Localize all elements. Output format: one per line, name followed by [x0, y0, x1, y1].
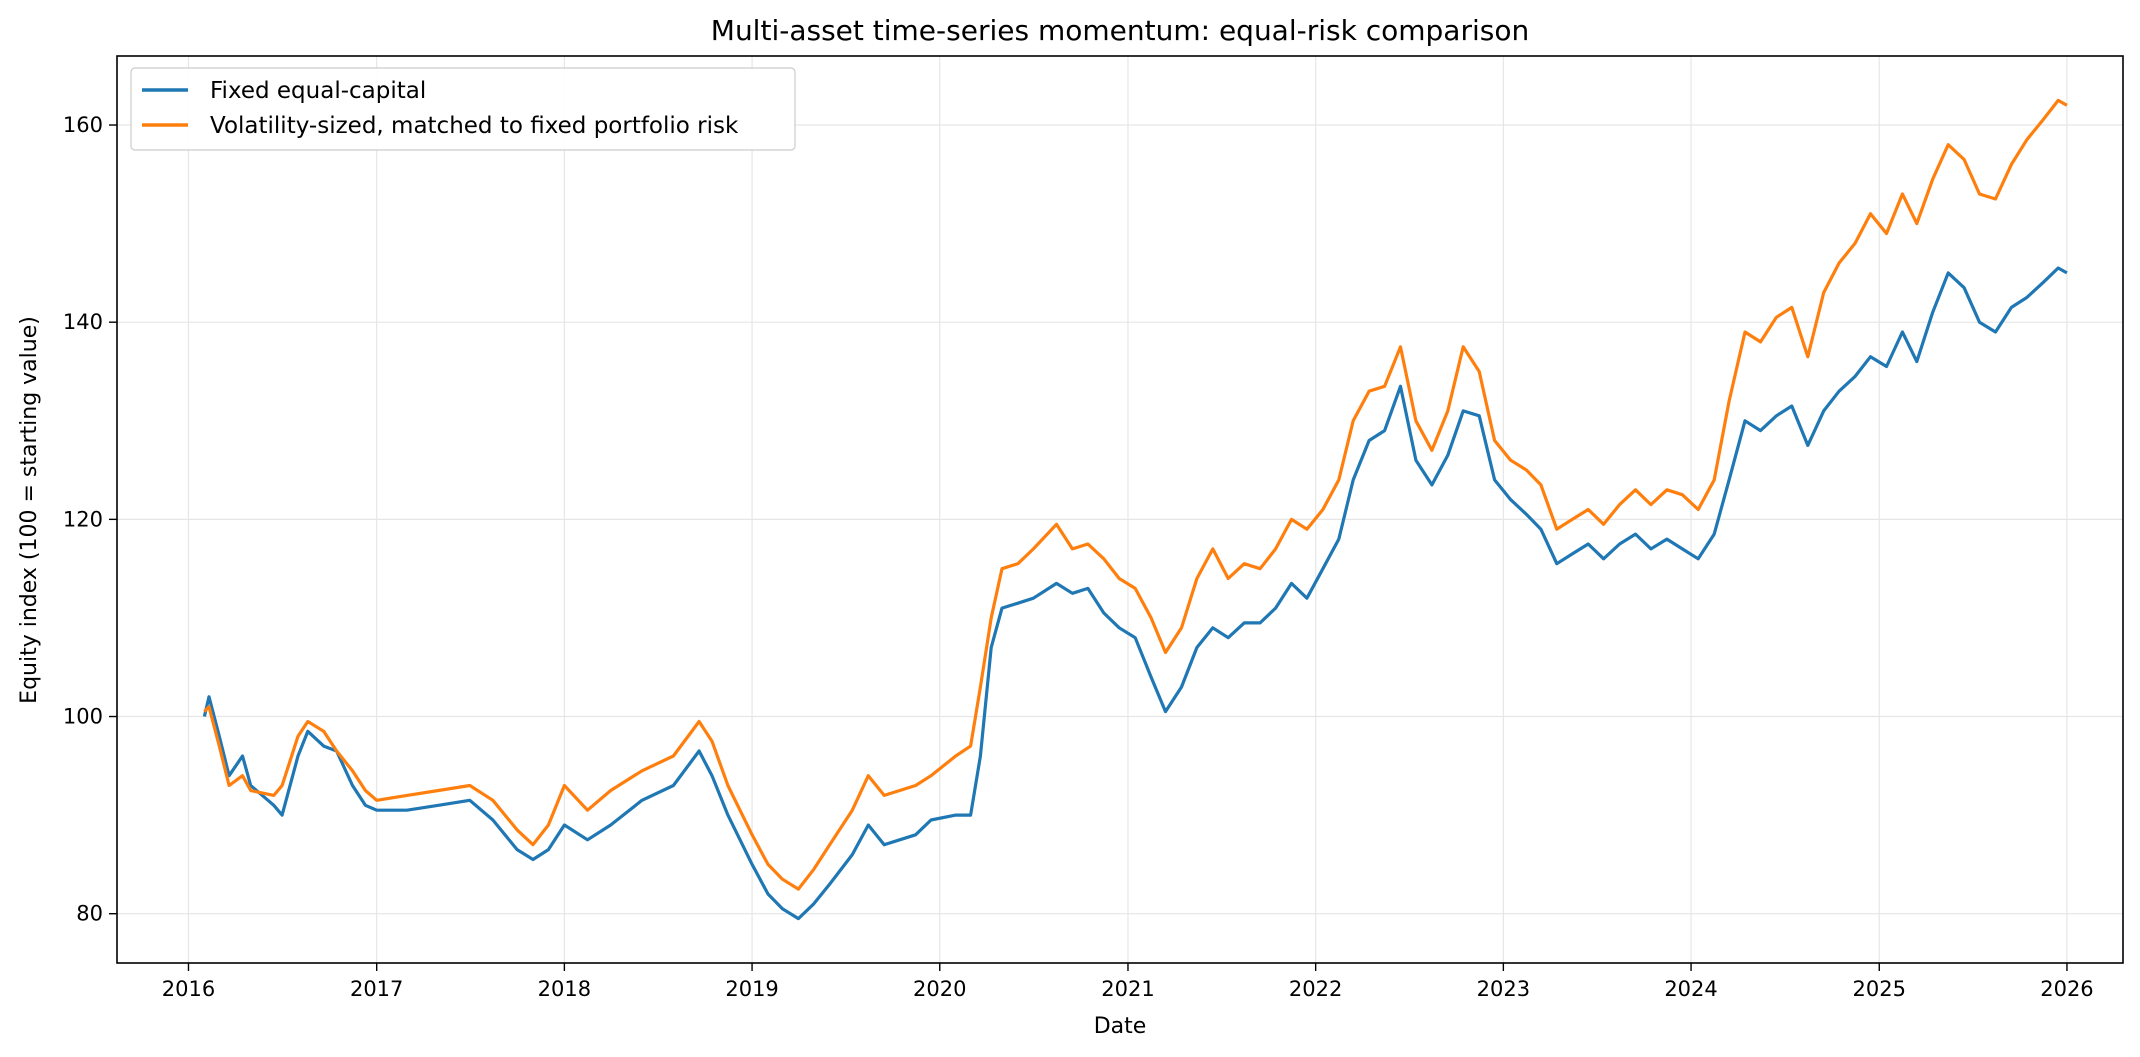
plot-frame	[116, 55, 2124, 964]
series-line-fixed-equal-capital	[202, 266, 2068, 921]
y-tick-label: 100	[63, 705, 103, 729]
axis-ticks: 2016 2017 2018 2019 2020 2021 2022 2023 2024 2025…	[63, 113, 2094, 1001]
x-tick-label: 2020	[913, 977, 966, 1001]
x-tick-label: 2026	[2040, 977, 2093, 1001]
x-tick-label: 2024	[1664, 977, 1717, 1001]
x-tick-label: 2019	[725, 977, 778, 1001]
y-tick-label: 140	[63, 310, 103, 334]
series-line-volatility-sized-matched-to-fixed-portfolio-risk	[203, 98, 2068, 891]
legend-label-volatility-sized: Volatility-sized, matched to fixed portf…	[210, 113, 739, 139]
x-tick-label: 2025	[1853, 977, 1906, 1001]
x-tick-label: 2022	[1289, 977, 1342, 1001]
legend-label-fixed-equal-capital: Fixed equal-capital	[210, 78, 426, 104]
x-axis-title: Date	[1094, 1014, 1147, 1039]
grid	[117, 56, 2123, 963]
y-tick-label: 160	[63, 113, 103, 137]
x-tick-label: 2017	[350, 977, 403, 1001]
x-tick-label: 2021	[1101, 977, 1154, 1001]
legend: Fixed equal-capital Volatility-sized, ma…	[130, 67, 796, 151]
plot-series	[202, 98, 2068, 921]
y-axis-title: Equity index (100 = starting value)	[17, 316, 42, 704]
y-tick-label: 120	[63, 507, 103, 531]
x-tick-label: 2016	[162, 977, 215, 1001]
x-tick-label: 2023	[1477, 977, 1530, 1001]
y-tick-label: 80	[76, 902, 103, 926]
legend-box	[130, 67, 796, 151]
x-tick-label: 2018	[538, 977, 591, 1001]
chart-title: Multi-asset time-series momentum: equal-…	[711, 14, 1529, 47]
